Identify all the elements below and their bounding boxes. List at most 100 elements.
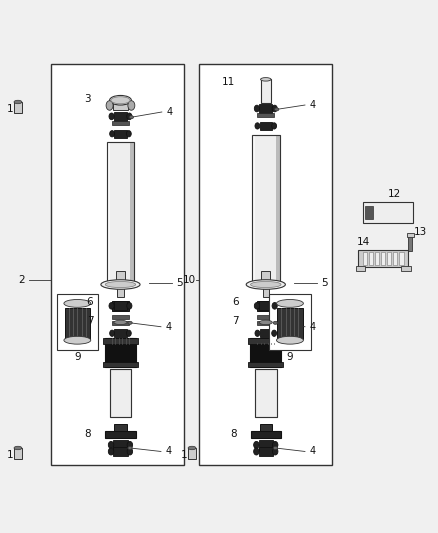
Ellipse shape xyxy=(127,131,131,137)
Bar xyxy=(51,64,184,465)
Ellipse shape xyxy=(275,108,279,111)
Ellipse shape xyxy=(261,78,271,81)
Ellipse shape xyxy=(276,336,304,344)
Bar xyxy=(106,142,134,282)
Bar xyxy=(117,288,124,297)
Bar xyxy=(375,252,379,265)
Bar xyxy=(106,142,110,282)
Ellipse shape xyxy=(106,101,113,110)
Bar xyxy=(369,252,373,265)
Bar xyxy=(261,271,270,280)
Bar xyxy=(260,329,272,337)
Bar xyxy=(260,424,272,431)
Bar xyxy=(255,369,277,417)
Bar xyxy=(257,114,275,117)
Bar xyxy=(356,265,365,271)
Bar xyxy=(277,308,303,339)
Ellipse shape xyxy=(14,100,22,104)
Ellipse shape xyxy=(128,321,132,325)
Bar xyxy=(365,206,373,220)
Text: 10: 10 xyxy=(183,275,196,285)
Bar xyxy=(105,431,136,439)
Ellipse shape xyxy=(111,97,130,104)
Text: 6: 6 xyxy=(87,297,93,307)
Bar xyxy=(252,135,255,282)
Bar xyxy=(114,112,127,121)
Text: 1: 1 xyxy=(7,104,14,114)
Bar xyxy=(381,252,385,265)
Text: 14: 14 xyxy=(357,237,370,247)
Bar xyxy=(358,250,408,266)
Text: 8: 8 xyxy=(85,429,91,439)
Ellipse shape xyxy=(114,320,127,325)
Bar xyxy=(259,301,272,310)
Bar xyxy=(259,447,273,456)
Bar xyxy=(114,424,127,431)
Bar xyxy=(248,338,283,344)
Ellipse shape xyxy=(128,447,132,449)
Bar xyxy=(399,252,403,265)
Bar xyxy=(252,135,280,282)
Ellipse shape xyxy=(105,281,136,288)
Ellipse shape xyxy=(101,280,140,289)
Bar xyxy=(408,236,412,251)
Bar xyxy=(251,431,281,439)
Bar xyxy=(103,338,138,344)
Bar xyxy=(406,232,413,237)
Ellipse shape xyxy=(255,123,260,129)
Ellipse shape xyxy=(64,300,91,308)
Bar xyxy=(269,294,311,350)
Text: 6: 6 xyxy=(232,297,239,307)
Bar xyxy=(105,338,136,367)
Bar xyxy=(114,329,127,337)
Bar xyxy=(261,79,271,103)
Text: 1: 1 xyxy=(7,450,14,460)
Text: 5: 5 xyxy=(321,278,328,288)
Ellipse shape xyxy=(127,448,133,455)
Ellipse shape xyxy=(188,446,196,450)
Ellipse shape xyxy=(254,441,259,448)
Bar xyxy=(259,440,273,450)
Ellipse shape xyxy=(246,280,286,289)
Ellipse shape xyxy=(276,300,304,308)
Ellipse shape xyxy=(272,441,278,448)
Bar xyxy=(114,301,127,310)
Ellipse shape xyxy=(108,448,114,455)
Ellipse shape xyxy=(109,113,114,120)
Text: 8: 8 xyxy=(230,429,237,439)
Ellipse shape xyxy=(110,95,131,105)
Bar xyxy=(255,369,277,417)
Bar xyxy=(130,142,134,282)
Ellipse shape xyxy=(272,105,277,112)
Text: 13: 13 xyxy=(414,227,427,237)
Ellipse shape xyxy=(110,330,115,336)
Ellipse shape xyxy=(127,113,132,120)
Bar xyxy=(263,288,269,297)
Text: 7: 7 xyxy=(232,316,239,326)
Bar xyxy=(248,361,283,367)
Ellipse shape xyxy=(127,441,133,448)
Text: 1: 1 xyxy=(181,450,187,460)
Bar xyxy=(401,265,411,271)
Bar xyxy=(113,447,127,456)
Ellipse shape xyxy=(273,321,278,325)
Bar xyxy=(112,321,129,325)
Ellipse shape xyxy=(127,303,132,309)
Bar xyxy=(260,122,272,130)
Ellipse shape xyxy=(251,281,281,288)
Bar xyxy=(363,252,367,265)
Text: 9: 9 xyxy=(74,352,81,362)
Text: 4: 4 xyxy=(310,447,316,456)
Bar xyxy=(112,301,129,311)
Bar xyxy=(64,308,90,339)
Text: 4: 4 xyxy=(166,322,172,332)
Bar xyxy=(387,252,391,265)
Bar xyxy=(259,104,272,113)
Bar xyxy=(250,338,282,367)
Ellipse shape xyxy=(259,320,272,325)
Ellipse shape xyxy=(127,330,131,336)
Bar xyxy=(257,321,275,325)
Bar xyxy=(114,130,127,138)
Text: 12: 12 xyxy=(388,189,401,199)
Text: 3: 3 xyxy=(85,94,91,104)
